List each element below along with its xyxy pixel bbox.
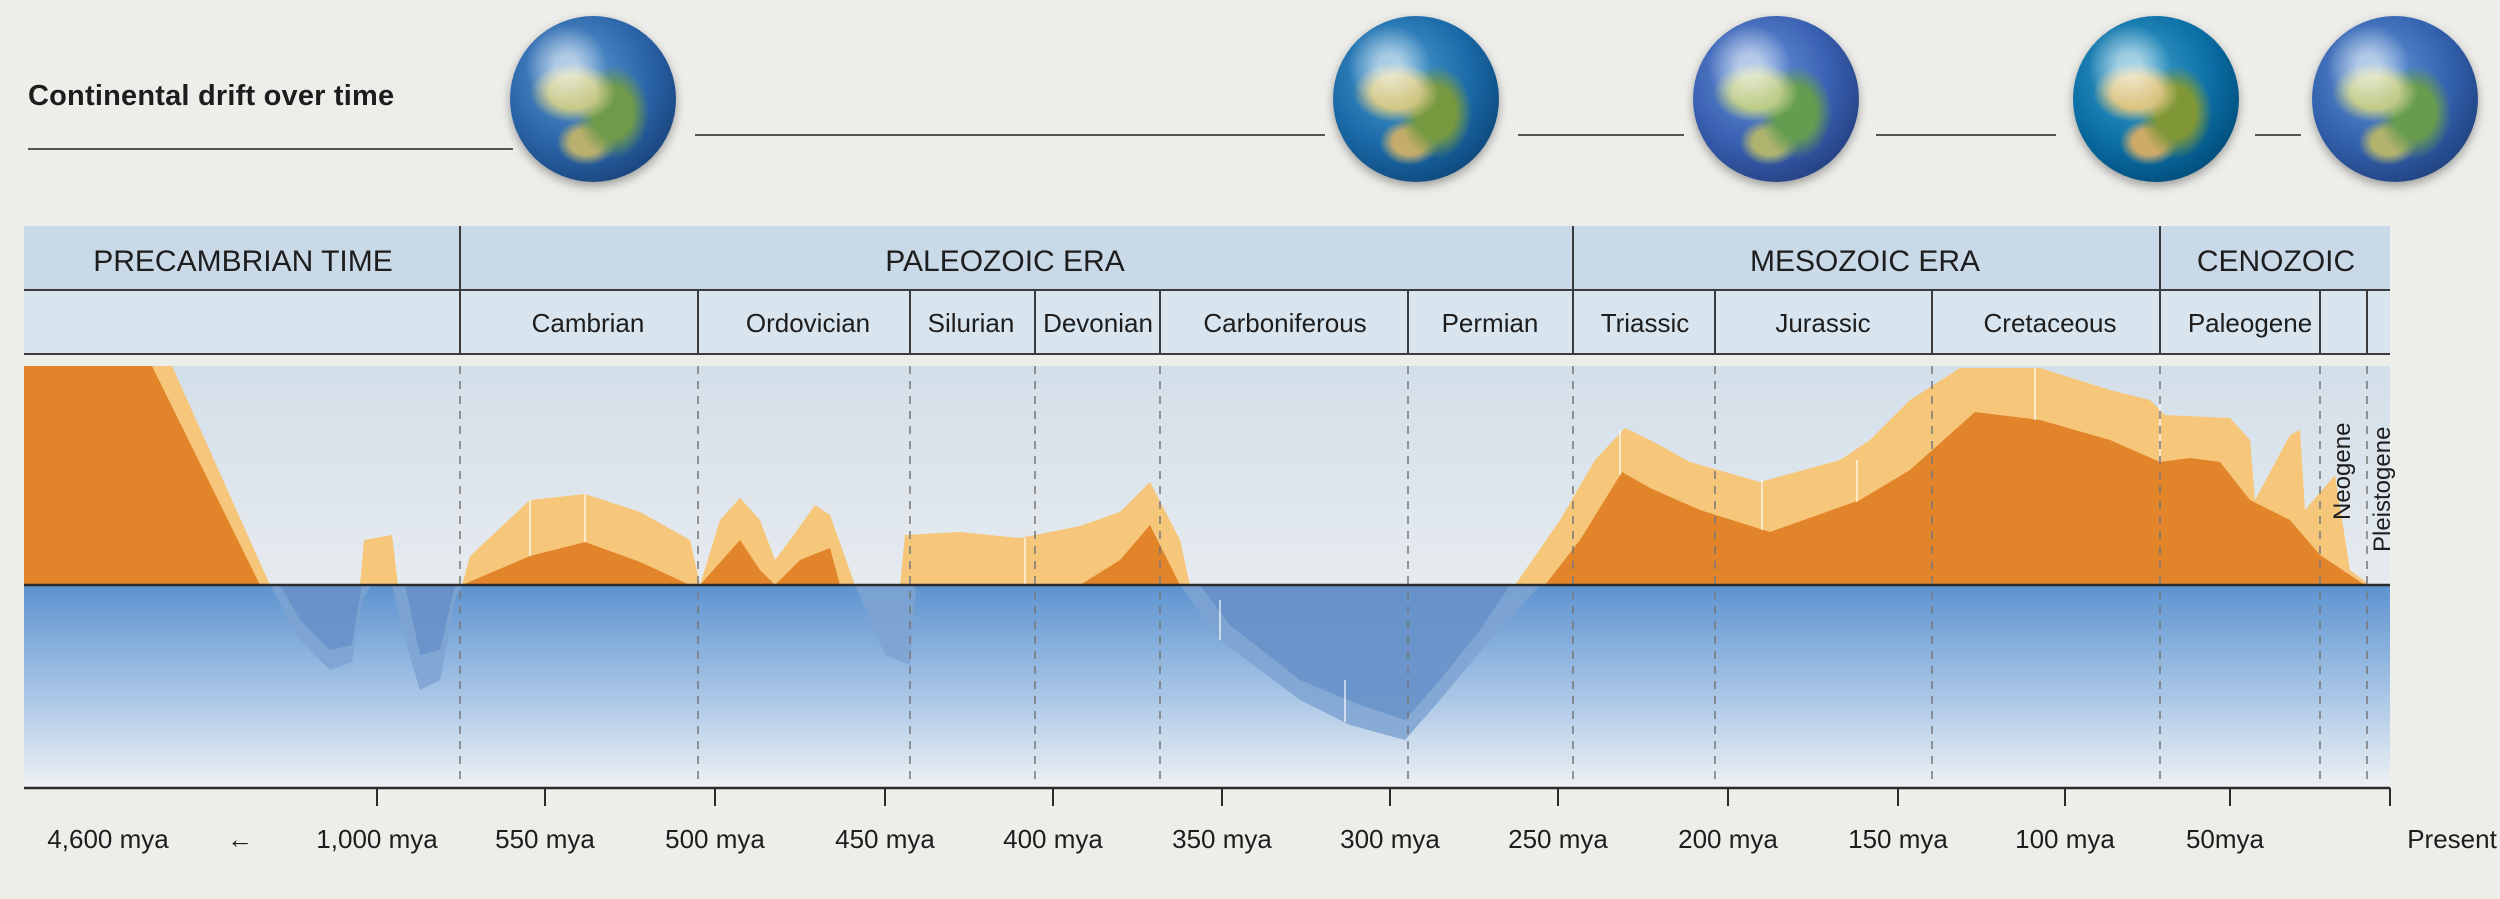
tick-label: 400 mya <box>1003 824 1103 854</box>
sea-low-core <box>280 585 1510 720</box>
earth-globe-icon <box>510 16 676 182</box>
earth-globe-icon <box>1693 16 1859 182</box>
period-label-triassic: Triassic <box>1601 308 1690 338</box>
period-label-cambrian: Cambrian <box>532 308 645 338</box>
period-label-permian: Permian <box>1442 308 1539 338</box>
tick-label: 500 mya <box>665 824 765 854</box>
tick-label: 350 mya <box>1172 824 1272 854</box>
tick-label: 1,000 mya <box>316 824 438 854</box>
tick-label: 150 mya <box>1848 824 1948 854</box>
period-label-carboniferous: Carboniferous <box>1203 308 1366 338</box>
era-label-paleozoic: PALEOZOIC ERA <box>885 245 1125 278</box>
period-label-ordovician: Ordovician <box>746 308 870 338</box>
period-label-silurian: Silurian <box>928 308 1015 338</box>
period-label-pleistogene: Pleistogene <box>2369 427 2396 552</box>
period-dividers <box>459 226 2368 786</box>
period-label-neogene: Neogene <box>2329 423 2356 520</box>
drift-title: Continental drift over time <box>28 80 395 112</box>
land-core <box>24 366 2365 585</box>
era-band <box>24 226 2390 291</box>
tick-label: 100 mya <box>2015 824 2115 854</box>
tick-label: 250 mya <box>1508 824 1608 854</box>
left-arrow-icon: ← <box>227 824 253 854</box>
tick-label: 450 mya <box>835 824 935 854</box>
tick-label: 200 mya <box>1678 824 1778 854</box>
guide-line <box>2255 134 2301 136</box>
tick-label: Present <box>2407 824 2497 854</box>
seam-lines <box>529 368 2161 722</box>
earth-globe-icon <box>1333 16 1499 182</box>
period-label-cretaceous: Cretaceous <box>1984 308 2117 338</box>
earth-globe-icon <box>2073 16 2239 182</box>
axis-ticks: 4,600 mya 1,000 mya 550 mya 500 mya 450 mya 4… <box>47 788 2498 854</box>
era-label-mesozoic: MESOZOIC ERA <box>1750 245 1980 278</box>
era-label-precambrian: PRECAMBRIAN TIME <box>93 245 393 278</box>
tick-label: 300 mya <box>1340 824 1440 854</box>
era-label-cenozoic: CENOZOIC <box>2197 245 2355 278</box>
guide-line <box>695 134 1325 136</box>
tick-label: 550 mya <box>495 824 595 854</box>
tick-label: 50mya <box>2186 824 2265 854</box>
sea-low-band <box>270 585 1540 740</box>
period-band <box>24 291 2390 354</box>
guide-line <box>28 148 513 150</box>
period-label-paleogene: Paleogene <box>2188 308 2312 338</box>
guide-line <box>1876 134 2056 136</box>
period-label-devonian: Devonian <box>1043 308 1153 338</box>
guide-line <box>1518 134 1684 136</box>
earth-globe-icon <box>2312 16 2478 182</box>
period-label-jurassic: Jurassic <box>1775 308 1870 338</box>
tick-label: 4,600 mya <box>47 824 169 854</box>
